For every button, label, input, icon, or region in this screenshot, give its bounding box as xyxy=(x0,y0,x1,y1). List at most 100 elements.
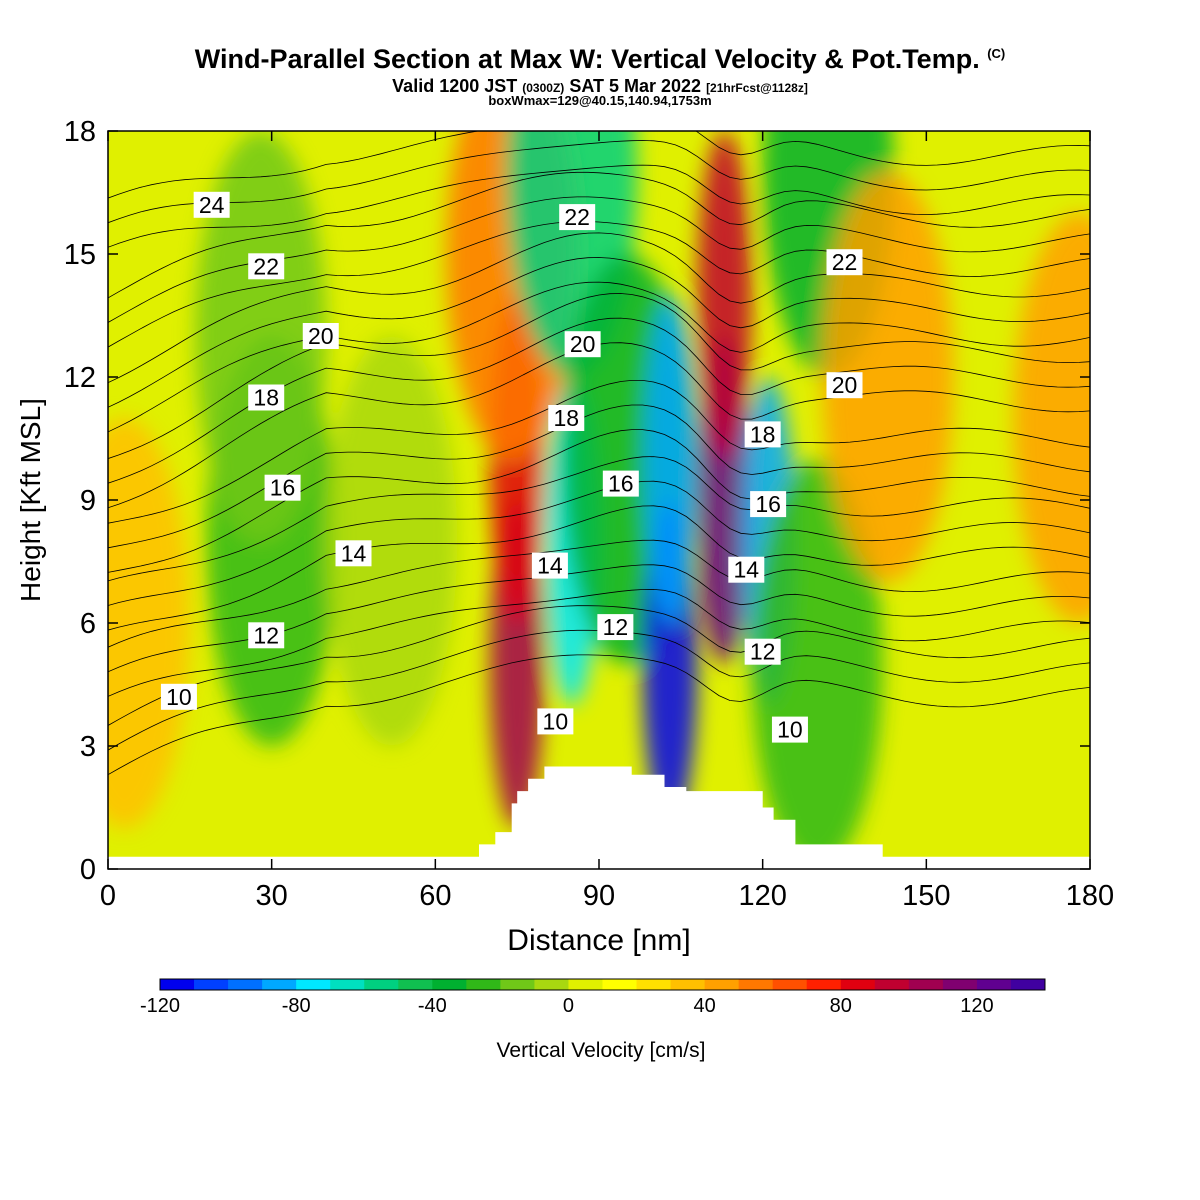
contour-label-box xyxy=(750,491,787,518)
theta-isoline xyxy=(108,429,1090,573)
contour-label: 22 xyxy=(826,249,863,276)
colorbar-swatch xyxy=(840,979,876,990)
contour-label-text: 14 xyxy=(734,557,760,583)
colorbar-swatch xyxy=(500,979,535,990)
contour-label-text: 22 xyxy=(832,249,858,275)
contour-label-box xyxy=(597,614,634,641)
contour-label-box xyxy=(248,622,285,649)
colorbar-swatch xyxy=(160,979,195,990)
contour-label: 20 xyxy=(302,323,339,349)
colorbar-swatch xyxy=(602,979,638,990)
theta-isoline xyxy=(108,380,1090,524)
chart-subtitle: Valid 1200 JST (0300Z) SAT 5 Mar 2022 [2… xyxy=(0,76,1200,97)
axes: 0 30 60 90 120 150 180 0 3 6 9 12 15 18 xyxy=(64,116,1114,912)
colorbar-swatch xyxy=(942,979,978,990)
contour-label-box xyxy=(744,421,781,448)
colorbar-tick-label: 80 xyxy=(830,995,852,1017)
y-tick-label: 9 xyxy=(80,485,96,517)
contour-label-box xyxy=(602,470,639,497)
contour-label: 16 xyxy=(602,470,639,497)
contour-label-text: 20 xyxy=(832,372,858,398)
x-tick-label: 90 xyxy=(583,880,615,912)
contour-label-box xyxy=(564,331,601,358)
contour-label: 18 xyxy=(248,384,285,411)
contour-label: 12 xyxy=(248,622,285,649)
colorbar-tick-label: 0 xyxy=(563,995,574,1017)
colorbar-swatch xyxy=(636,979,672,990)
y-tick-label: 3 xyxy=(80,731,96,763)
colorbar-label: Vertical Velocity [cm/s] xyxy=(497,1039,706,1062)
theta-isoline xyxy=(108,539,1090,648)
colorbar-swatch xyxy=(398,979,433,990)
terrain xyxy=(108,766,1090,869)
contour-label-text: 24 xyxy=(199,192,225,218)
contour-label-text: 10 xyxy=(777,717,803,743)
contour-label-box xyxy=(193,191,230,218)
contour-label-box xyxy=(302,323,339,349)
contour-label-text: 16 xyxy=(270,475,296,501)
contour-label-box xyxy=(826,372,863,399)
contour-label-box xyxy=(728,556,765,583)
contour-label: 14 xyxy=(531,552,568,579)
velocity-cell xyxy=(108,418,190,828)
contour-label-text: 10 xyxy=(166,684,192,710)
x-axis-label: Distance [nm] xyxy=(507,924,690,957)
theta-isoline xyxy=(108,293,1090,459)
contour-label-text: 16 xyxy=(755,491,781,517)
velocity-cell xyxy=(326,336,458,746)
colorbar-swatch xyxy=(432,979,467,990)
contour-label-box xyxy=(248,384,285,411)
contour-label-box xyxy=(744,638,781,665)
contour-label: 10 xyxy=(160,683,197,710)
contour-label-text: 20 xyxy=(308,323,334,349)
contour-label: 20 xyxy=(826,372,863,399)
velocity-cell xyxy=(642,295,698,623)
x-tick-label: 30 xyxy=(256,880,288,912)
velocity-cell xyxy=(697,131,752,459)
contour-label: 12 xyxy=(597,614,634,641)
contour-label-text: 10 xyxy=(543,708,569,734)
theta-isoline xyxy=(108,588,1090,697)
x-tick-label: 180 xyxy=(1066,880,1114,912)
contour-label-box xyxy=(771,716,808,743)
colorbar-frame xyxy=(159,978,1046,991)
y-tick-label: 0 xyxy=(80,854,96,886)
contour-label-box xyxy=(335,540,372,567)
contour-label: 18 xyxy=(548,405,585,431)
contour-label-text: 18 xyxy=(750,421,776,447)
chart-title: Wind-Parallel Section at Max W: Vertical… xyxy=(0,44,1200,75)
colorbar-swatch xyxy=(364,979,399,990)
colorbar-swatch xyxy=(976,979,1012,990)
contour-label-text: 20 xyxy=(570,331,596,357)
velocity-cell xyxy=(1013,213,1090,623)
theta-isoline xyxy=(108,232,1090,384)
colorbar-tick-label: -120 xyxy=(140,995,180,1017)
valid-utc: (0300Z) xyxy=(522,81,565,95)
theta-isoline xyxy=(108,171,1090,299)
x-tick-label: 60 xyxy=(419,880,451,912)
contour-label-text: 12 xyxy=(253,622,279,648)
theta-isoline xyxy=(108,140,1090,224)
contour-label: 16 xyxy=(750,491,787,518)
contour-label: 16 xyxy=(264,474,301,501)
contour-label: 14 xyxy=(335,540,372,567)
colorbar-swatch xyxy=(262,979,297,990)
x-tick-label: 150 xyxy=(902,880,950,912)
colorbar-swatch xyxy=(806,979,842,990)
theta-isoline xyxy=(108,456,1090,582)
colorbar-swatch xyxy=(670,979,706,990)
contour-label: 22 xyxy=(559,204,596,231)
contour-label-box xyxy=(559,204,596,231)
colorbar-tick-label: 120 xyxy=(960,995,993,1017)
theta-isoline xyxy=(108,257,1090,408)
theta-isoline xyxy=(108,654,1090,776)
colorbar-swatch xyxy=(194,979,229,990)
contour-label: 14 xyxy=(728,556,765,583)
theta-isoline xyxy=(108,131,1090,199)
copyright-mark: (C) xyxy=(987,46,1006,61)
contour-label-box xyxy=(537,708,574,735)
theta-isoline xyxy=(108,480,1090,606)
contour-label: 18 xyxy=(744,421,781,448)
valid-prefix: Valid 1200 JST xyxy=(392,76,518,96)
